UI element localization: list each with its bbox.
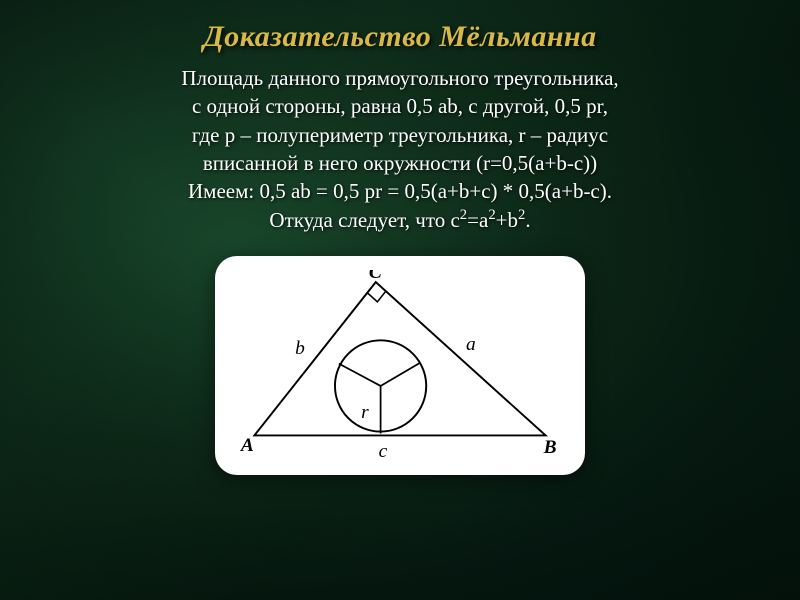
label-r: r xyxy=(361,402,369,423)
l6-c: +b xyxy=(496,208,518,232)
label-a: a xyxy=(466,334,476,355)
label-b: b xyxy=(295,338,305,359)
body-line-1: Площадь данного прямоугольного треугольн… xyxy=(40,64,760,92)
l6-d: . xyxy=(525,208,530,232)
label-B: B xyxy=(543,437,557,458)
body-line-5: Имеем: 0,5 ab = 0,5 pr = 0,5(a+b+c) * 0,… xyxy=(40,177,760,205)
label-C: C xyxy=(369,270,383,283)
l6-sup2: 2 xyxy=(488,207,495,223)
body-line-6: Откуда следует, что c2=a2+b2. xyxy=(40,206,760,234)
slide-content: Доказательство Мёльманна Площадь данного… xyxy=(0,0,800,475)
radius-line xyxy=(339,364,381,386)
right-angle-marker xyxy=(367,291,386,302)
figure-card: A B Ca b cr xyxy=(215,256,585,475)
body-line-4: вписанной в него окружности (r=0,5(a+b-c… xyxy=(40,149,760,177)
body-line-2: с одной стороны, равна 0,5 ab, с другой,… xyxy=(40,92,760,120)
geometry-diagram: A B Ca b cr xyxy=(235,270,565,465)
slide-title: Доказательство Мёльманна xyxy=(40,20,760,54)
label-c: c xyxy=(379,441,388,462)
label-A: A xyxy=(240,435,254,456)
l6-a: Откуда следует, что c xyxy=(269,208,459,232)
radius-line xyxy=(381,363,421,386)
body-line-3: где р – полупериметр треугольника, r – р… xyxy=(40,121,760,149)
l6-b: =a xyxy=(467,208,488,232)
slide-body: Площадь данного прямоугольного треугольн… xyxy=(40,64,760,234)
diagram-labels: A B Ca b cr xyxy=(240,270,557,462)
